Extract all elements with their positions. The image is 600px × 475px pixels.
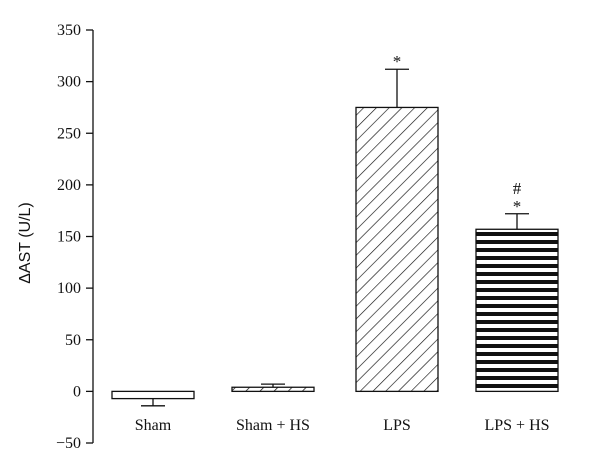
significance-marker: * bbox=[393, 52, 402, 71]
bar-sham bbox=[111, 390, 195, 400]
bars bbox=[111, 68, 559, 407]
x-tick-label: Sham + HS bbox=[236, 417, 310, 434]
y-tick-label: 250 bbox=[57, 125, 81, 142]
y-tick-label: 50 bbox=[65, 332, 81, 349]
y-tick-label: −50 bbox=[56, 435, 81, 452]
labels: Sham Sham + HS LPS LPS + HS*#* bbox=[135, 52, 550, 434]
bar-lps bbox=[355, 106, 439, 393]
bar-lps-hs bbox=[475, 228, 559, 393]
y-tick-label: 150 bbox=[57, 229, 81, 246]
y-tick-label: 200 bbox=[57, 177, 81, 194]
y-axis-label: ΔAST (U/L) bbox=[17, 202, 34, 284]
y-tick-label: 0 bbox=[73, 383, 81, 400]
y-tick-label: 100 bbox=[57, 280, 81, 297]
significance-marker: # bbox=[513, 179, 522, 198]
x-tick-label: Sham bbox=[135, 417, 172, 434]
bar-sham-hs bbox=[231, 386, 315, 393]
y-tick-label: 350 bbox=[57, 22, 81, 39]
y-axis: −50 0 50 100 150 200 250 300 350 bbox=[56, 22, 94, 452]
x-tick-label: LPS bbox=[383, 417, 411, 434]
y-tick-label: 300 bbox=[57, 74, 81, 91]
significance-marker: * bbox=[513, 197, 522, 216]
x-tick-label: LPS + HS bbox=[484, 417, 549, 434]
